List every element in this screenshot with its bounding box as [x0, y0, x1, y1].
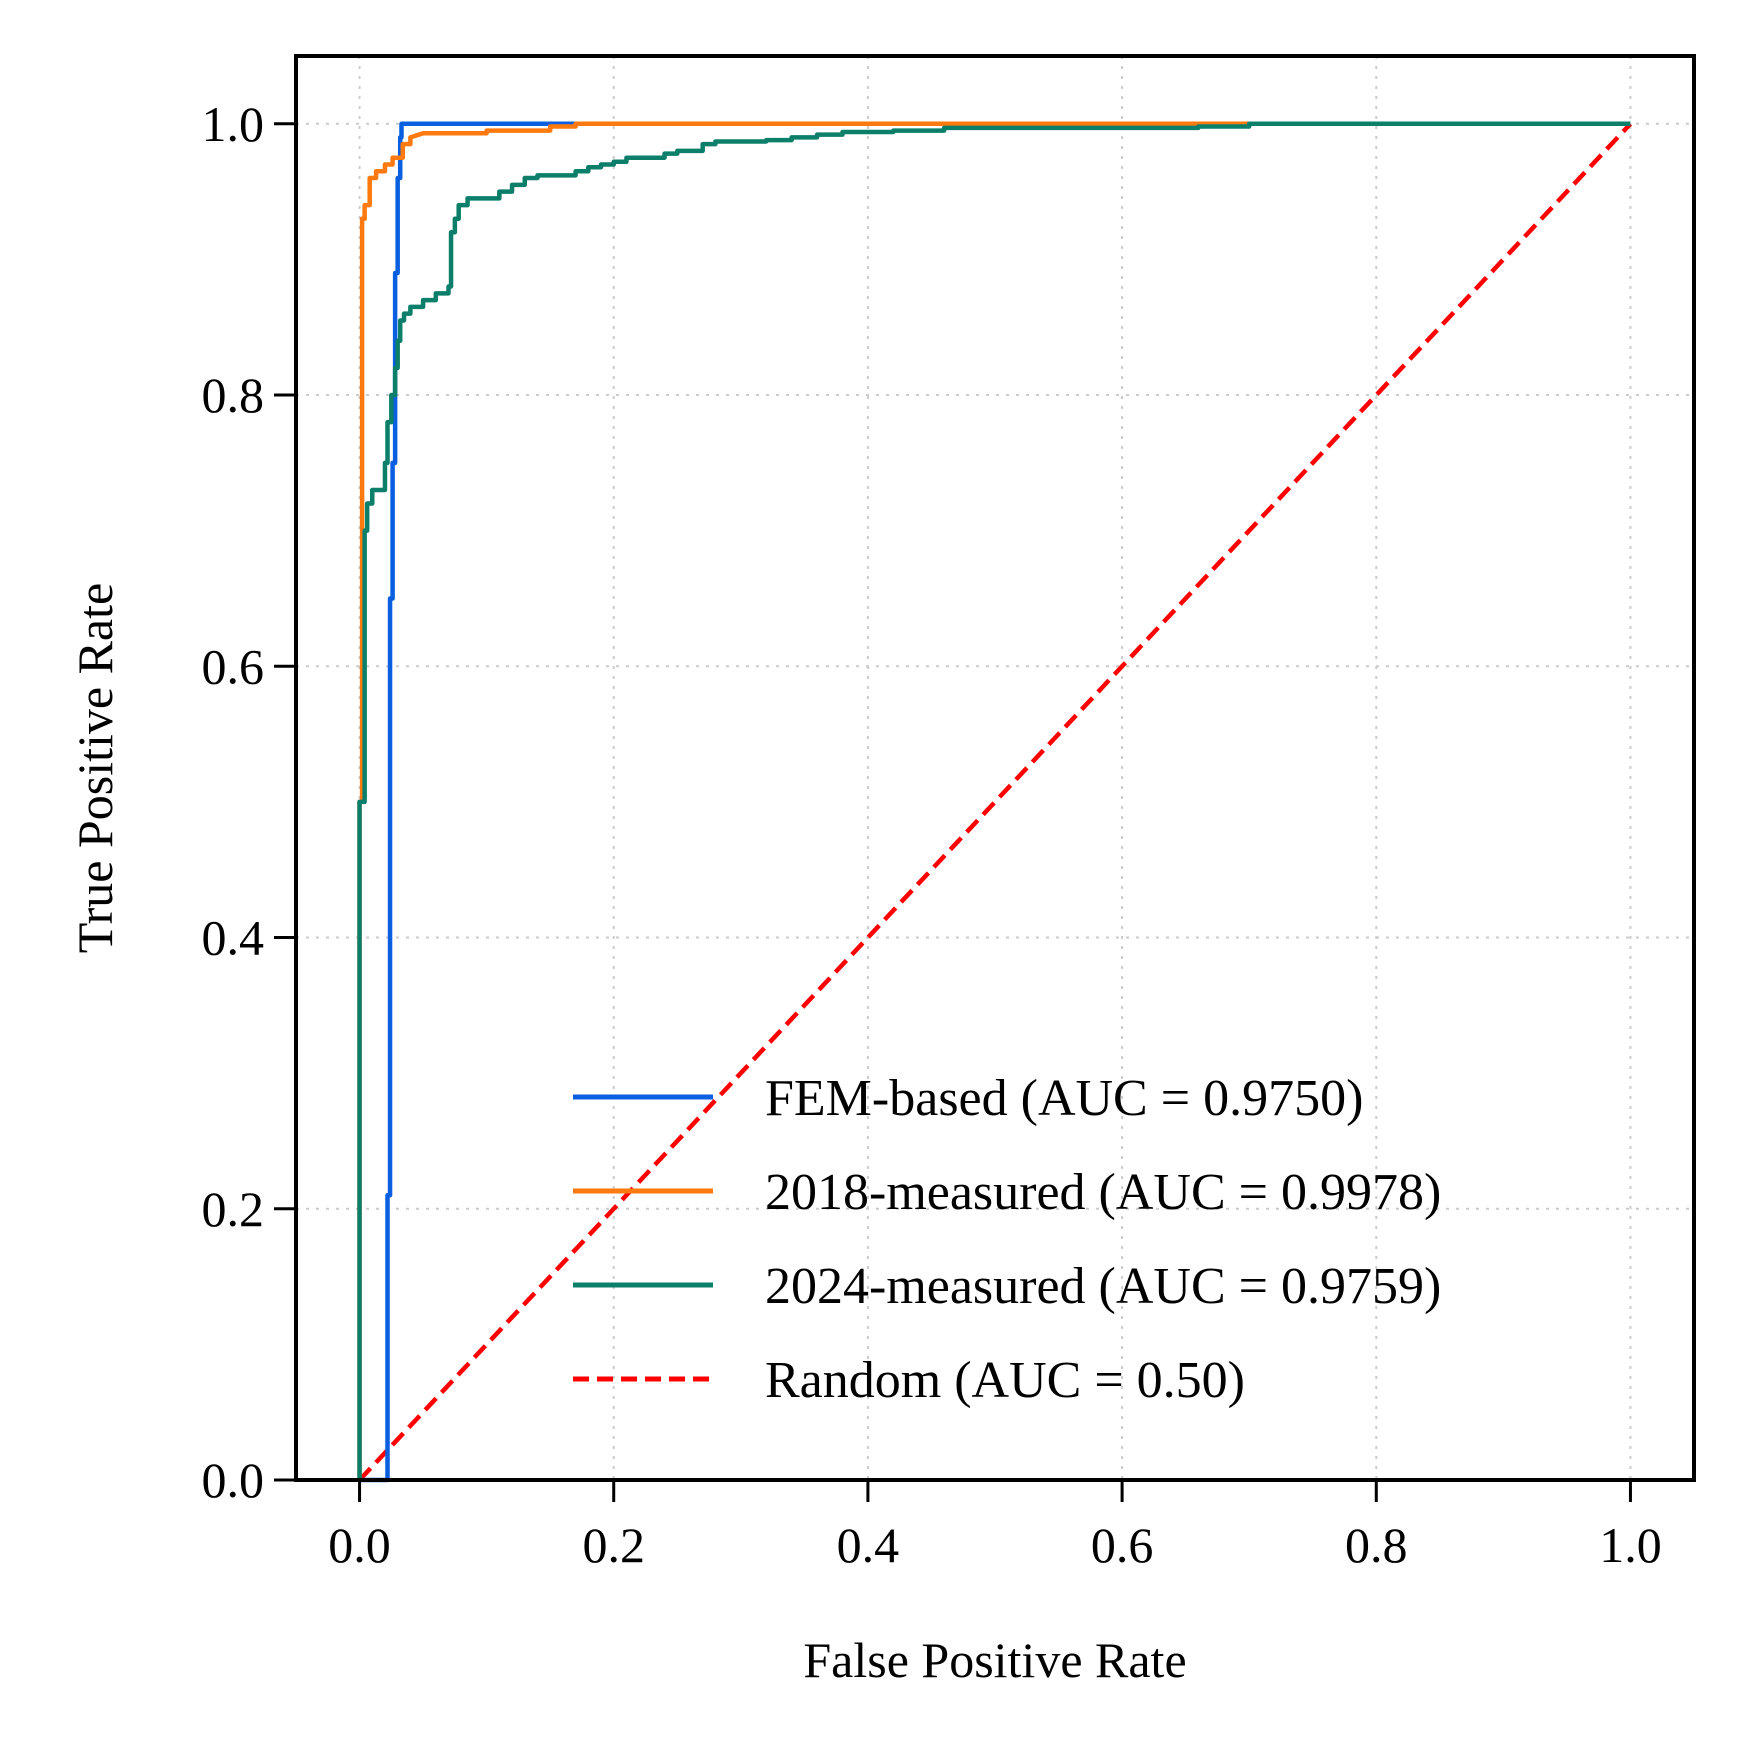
y-tick-label: 0.2: [202, 1181, 265, 1237]
x-tick-label: 0.8: [1345, 1517, 1408, 1573]
series-line-2: [357, 121, 1631, 1480]
series-line-3: [357, 122, 1633, 1482]
series-line-1: [357, 121, 1631, 1480]
x-tick-label: 1.0: [1599, 1517, 1662, 1573]
plot-area: [357, 121, 1633, 1483]
y-tick-label: 1.0: [202, 96, 265, 152]
y-axis-label: True Positive Rate: [67, 583, 123, 953]
x-tick-label: 0.0: [328, 1517, 391, 1573]
legend-label-2: 2024-measured (AUC = 0.9759): [765, 1258, 1441, 1315]
x-tick-label: 0.4: [837, 1517, 900, 1573]
x-axis-label: False Positive Rate: [803, 1632, 1186, 1688]
axes-frame: [294, 54, 1696, 1482]
y-tick-label: 0.6: [202, 638, 265, 694]
legend-label-1: 2018-measured (AUC = 0.9978): [765, 1164, 1441, 1221]
y-tick-label: 0.0: [202, 1452, 265, 1508]
axis-ticks: 0.0 0.2 0.4 0.6 0.8 1.0 0.0 0.2 0.4 0.6 0.8 1.0: [202, 96, 1662, 1573]
legend-label-3: Random (AUC = 0.50): [765, 1352, 1245, 1409]
legend: FEM-based (AUC = 0.9750) 2018-measured (A…: [573, 1070, 1441, 1409]
series-line-0: [359, 121, 1631, 1483]
y-tick-label: 0.8: [202, 367, 265, 423]
x-tick-label: 0.2: [582, 1517, 645, 1573]
y-tick-label: 0.4: [202, 910, 265, 966]
legend-label-0: FEM-based (AUC = 0.9750): [765, 1070, 1363, 1127]
x-tick-label: 0.6: [1091, 1517, 1154, 1573]
